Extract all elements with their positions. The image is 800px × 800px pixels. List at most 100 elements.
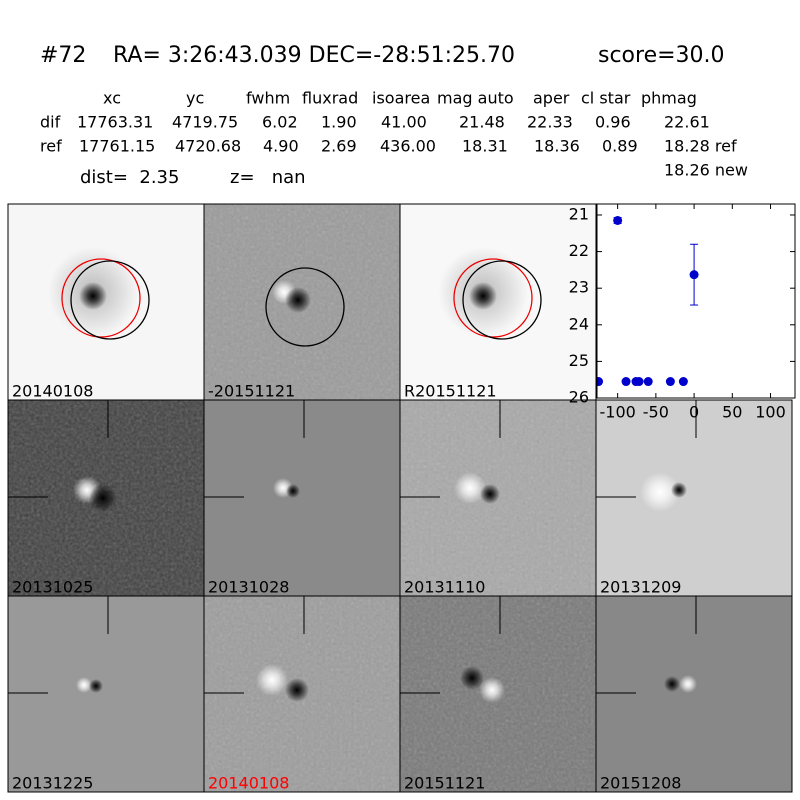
point: [643, 377, 653, 387]
panel-background: [204, 400, 400, 596]
point: [665, 377, 675, 387]
column-header: fwhm: [246, 89, 290, 108]
x-tick-label: 100: [755, 403, 786, 422]
aperture-circle: [70, 260, 150, 340]
z: z= nan: [230, 167, 306, 188]
cell: 0.89: [602, 137, 638, 156]
source-blob: [89, 484, 117, 512]
x-tick-label: 0: [689, 403, 699, 422]
image-panel: 20151121: [399, 595, 597, 793]
cell: 4720.68: [175, 137, 241, 156]
point: [678, 377, 688, 387]
cell: 2.69: [321, 137, 357, 156]
panel-label: 20131209: [600, 578, 681, 597]
candidate-id: #72: [40, 43, 86, 68]
panel-label: 20131028: [208, 578, 289, 597]
cell: 1.90: [321, 113, 357, 132]
source-blob: [460, 666, 484, 690]
point: [613, 215, 623, 225]
panel-label: 20131025: [12, 578, 93, 597]
chart-frame: [596, 203, 796, 399]
dist: dist= 2.35: [80, 167, 179, 188]
image-panel: 20140108: [203, 595, 401, 793]
table-note: 18.26 new: [664, 161, 748, 180]
panel-label: 20131225: [12, 774, 93, 793]
point: [689, 270, 699, 280]
cell: 18.36: [534, 137, 580, 156]
column-header: isoarea: [372, 89, 430, 108]
cell: 41.00: [381, 113, 427, 132]
image-panel: 20140108: [7, 203, 205, 401]
source-blob: [285, 678, 309, 702]
cell: 0.96: [595, 113, 631, 132]
panel-label: 20151208: [600, 774, 681, 793]
column-header: xc: [103, 89, 121, 108]
panel-background: [596, 596, 792, 792]
chart-background: [597, 204, 795, 398]
point: [634, 377, 644, 387]
cell: 4.90: [263, 137, 299, 156]
source-blob: [79, 282, 107, 310]
panel-frame: [595, 595, 793, 793]
panel-label: -20151121: [208, 382, 295, 401]
source-blob: [679, 675, 697, 693]
panel-label: 20140108: [208, 774, 289, 793]
column-header: fluxrad: [302, 89, 358, 108]
aperture-circle: [462, 260, 542, 340]
x-tick-label: 50: [722, 403, 742, 422]
aperture-circle: [61, 258, 141, 338]
column-header: aper: [533, 89, 570, 108]
column-header: cl star: [581, 89, 631, 108]
aperture-circle: [265, 267, 345, 347]
y-tick-label: 22: [569, 241, 589, 260]
source-blob: [664, 676, 680, 692]
y-tick-label: 26: [569, 388, 589, 407]
cell: 18.28 ref: [664, 137, 737, 156]
source-blob: [454, 472, 486, 504]
y-tick-label: 25: [569, 351, 589, 370]
source-blob: [76, 677, 92, 693]
x-tick-label: -50: [643, 403, 669, 422]
source-blob: [671, 482, 687, 498]
source-blob: [285, 287, 311, 313]
source-blob: [256, 664, 288, 696]
row-label: dif: [40, 113, 61, 132]
cell: 4719.75: [172, 113, 238, 132]
score: score=30.0: [598, 43, 725, 68]
image-panel: 20131110: [399, 399, 597, 597]
image-panel: 20131225: [7, 595, 205, 793]
cell: 17761.15: [79, 137, 155, 156]
image-panel: 20151208: [595, 595, 793, 793]
column-header: yc: [186, 89, 204, 108]
cell: 22.61: [664, 113, 710, 132]
cell: 21.48: [459, 113, 505, 132]
point: [621, 377, 631, 387]
cell: 18.31: [462, 137, 508, 156]
panel-background: [8, 596, 204, 792]
source-blob: [89, 679, 103, 693]
image-panel: R20151121: [399, 203, 597, 401]
image-panel: -20151121: [203, 203, 401, 401]
panel-label: 20151121: [404, 774, 485, 793]
panel-label: 20131110: [404, 578, 485, 597]
x-tick-label: -100: [599, 403, 635, 422]
source-blob: [480, 484, 500, 504]
point: [597, 377, 604, 387]
column-header: mag auto: [437, 89, 514, 108]
y-tick-label: 23: [569, 278, 589, 297]
source-blob: [479, 677, 505, 703]
source-blob: [640, 472, 680, 512]
panel-label: R20151121: [404, 382, 497, 401]
cell: 22.33: [527, 113, 573, 132]
panel-label: 20140108: [12, 382, 93, 401]
y-tick-label: 21: [569, 204, 589, 223]
coordinates: RA= 3:26:43.039 DEC=-28:51:25.70: [113, 43, 515, 68]
cell: 6.02: [262, 113, 298, 132]
image-panel: 20131025: [7, 399, 205, 597]
aperture-circle: [453, 258, 533, 338]
cell: 436.00: [380, 137, 436, 156]
image-panel: 20131209: [595, 399, 793, 597]
column-header: phmag: [641, 89, 697, 108]
y-tick-label: 24: [569, 314, 589, 333]
